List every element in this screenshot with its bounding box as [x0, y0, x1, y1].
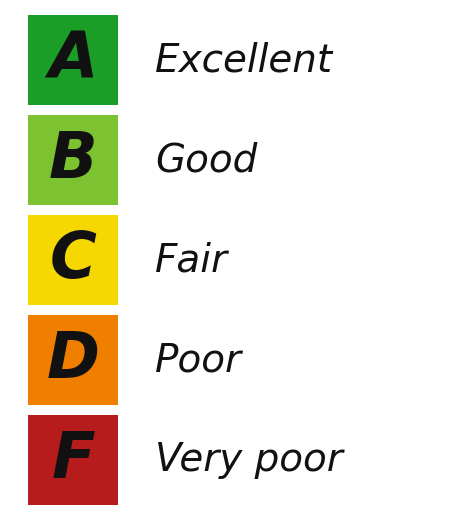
Text: Poor: Poor	[155, 341, 242, 379]
Text: Good: Good	[155, 141, 257, 179]
Bar	[28, 115, 118, 205]
Text: A: A	[48, 29, 98, 91]
Bar	[28, 315, 118, 405]
Bar	[28, 215, 118, 305]
Bar	[28, 15, 118, 105]
Text: D: D	[46, 329, 99, 391]
Text: Fair: Fair	[155, 241, 228, 279]
Bar	[28, 415, 118, 505]
Text: Very poor: Very poor	[155, 441, 343, 479]
Text: C: C	[50, 229, 96, 291]
Text: B: B	[49, 129, 97, 191]
Text: F: F	[51, 429, 95, 491]
Text: Excellent: Excellent	[155, 41, 333, 79]
